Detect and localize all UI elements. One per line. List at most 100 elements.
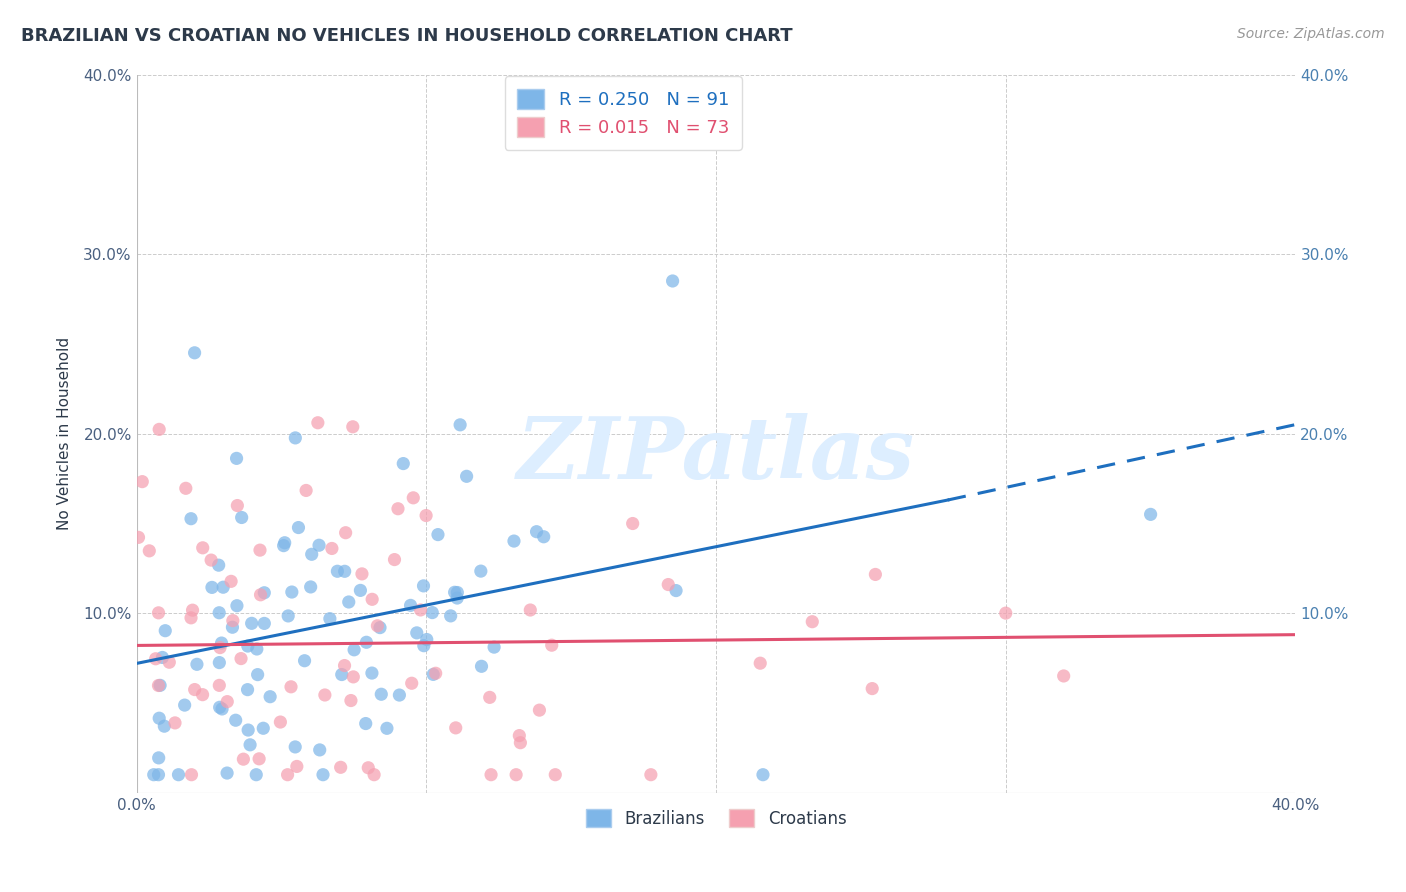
Point [245,767,267,781]
Point [212,580,235,594]
Point [865,567,887,582]
Point [1053,669,1076,683]
Point [665,583,688,598]
Point [508,729,530,743]
Point [222,614,245,628]
Point [308,743,330,757]
Point [155,624,177,638]
Point [412,639,434,653]
Point [229,651,252,665]
Point [307,416,329,430]
Point [211,636,233,650]
Point [301,547,323,561]
Point [295,483,318,498]
Point [145,652,167,666]
Text: Source: ZipAtlas.com: Source: ZipAtlas.com [1237,27,1385,41]
Point [366,619,388,633]
Point [363,767,385,781]
Point [253,586,276,600]
Point [201,581,224,595]
Point [426,527,449,541]
Point [470,564,492,578]
Point [138,544,160,558]
Point [752,767,775,781]
Point [183,346,205,360]
Point [217,695,239,709]
Point [148,767,170,781]
Point [148,422,170,436]
Point [478,690,501,705]
Point [401,676,423,690]
Point [544,767,567,781]
Point [240,616,263,631]
Point [314,688,336,702]
Point [236,682,259,697]
Point [219,574,242,589]
Point [405,625,427,640]
Point [191,541,214,555]
Point [148,678,170,692]
Point [519,603,541,617]
Point [217,766,239,780]
Point [420,606,443,620]
Point [456,469,478,483]
Point [225,713,247,727]
Point [269,714,291,729]
Point [239,738,262,752]
Point [343,642,366,657]
Point [208,606,231,620]
Point [384,552,406,566]
Point [173,698,195,712]
Point [333,564,356,578]
Point [149,678,172,692]
Point [409,603,432,617]
Point [150,650,173,665]
Point [167,767,190,781]
Point [253,616,276,631]
Point [357,761,380,775]
Point [225,451,247,466]
Point [319,612,342,626]
Point [226,599,249,613]
Point [526,524,548,539]
Point [153,719,176,733]
Point [529,703,551,717]
Point [443,585,465,599]
Point [208,656,231,670]
Point [321,541,343,556]
Point [294,654,316,668]
Point [231,510,253,524]
Point [375,722,398,736]
Point [299,580,322,594]
Point [284,431,307,445]
Point [330,667,353,681]
Text: BRAZILIAN VS CROATIAN NO VEHICLES IN HOUSEHOLD CORRELATION CHART: BRAZILIAN VS CROATIAN NO VEHICLES IN HOU… [21,27,793,45]
Point [183,682,205,697]
Point [208,558,231,573]
Point [657,577,679,591]
Point [361,666,384,681]
Point [505,767,527,781]
Point [446,585,468,599]
Text: ZIPatlas: ZIPatlas [517,413,915,497]
Point [1139,508,1161,522]
Point [208,640,231,655]
Point [273,535,295,549]
Point [142,767,165,781]
Point [640,767,662,781]
Point [280,680,302,694]
Point [503,534,526,549]
Point [200,553,222,567]
Point [482,640,505,654]
Point [422,667,444,681]
Point [326,564,349,578]
Point [249,588,271,602]
Point [148,606,170,620]
Point [284,739,307,754]
Point [232,752,254,766]
Point [349,583,371,598]
Point [860,681,883,696]
Point [350,566,373,581]
Point [236,639,259,653]
Point [131,475,153,489]
